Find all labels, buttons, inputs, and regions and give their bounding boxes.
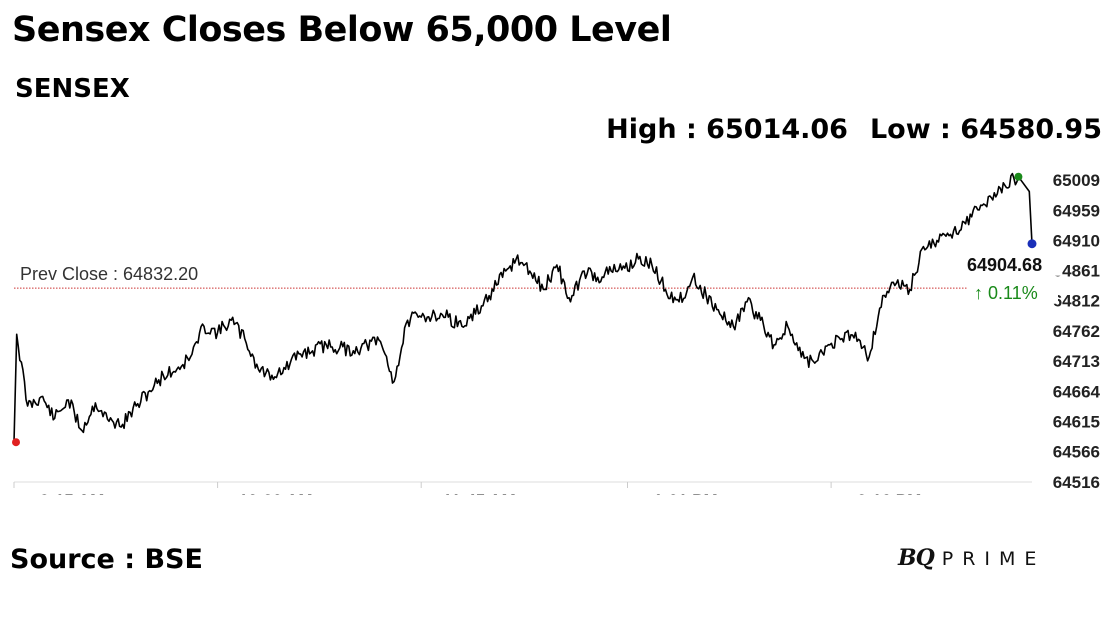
x-tick-label: 1:01 PM	[653, 491, 717, 495]
y-tick-label: 65009	[1053, 171, 1100, 190]
x-tick-label: 9:15 AM	[40, 491, 105, 495]
y-tick-label: 64566	[1053, 442, 1100, 461]
day-low-marker	[12, 438, 20, 447]
x-tick-label: 10:30 AM	[239, 491, 313, 495]
x-tick-label: 11:45 AM	[443, 491, 516, 495]
change-label: ↑ 0.11%	[974, 283, 1038, 303]
y-tick-label: 64910	[1053, 231, 1100, 250]
sensex-price-line	[13, 172, 1033, 443]
high-label: High : 65014.06	[606, 114, 848, 145]
y-tick-label: 64812	[1053, 292, 1100, 311]
last-value-label: 64904.68	[967, 255, 1042, 275]
headline: Sensex Closes Below 65,000 Level	[12, 10, 672, 50]
brand-bq: BQ	[898, 545, 935, 571]
index-name: SENSEX	[15, 74, 130, 104]
source-note: Source : BSE	[10, 544, 203, 575]
y-tick-label: 64516	[1053, 473, 1100, 492]
change-bg	[970, 279, 1058, 304]
high-low-summary: High : 65014.06 Low : 64580.95	[606, 114, 1102, 145]
y-tick-label: 64664	[1053, 382, 1101, 401]
y-tick-label: 64959	[1053, 201, 1100, 220]
prev-close-label: Prev Close : 64832.20	[20, 264, 198, 284]
y-tick-label: 64615	[1053, 412, 1100, 431]
y-tick-label: 64861	[1053, 262, 1100, 281]
y-tick-label: 64713	[1053, 352, 1100, 371]
day-high-marker	[1014, 172, 1023, 181]
y-tick-label: 64762	[1053, 322, 1100, 341]
x-tick-label: 2:16 PM	[857, 491, 921, 495]
low-label: Low : 64580.95	[869, 114, 1102, 145]
last-value-bg	[962, 249, 1062, 276]
brand-prime: PRIME	[941, 548, 1046, 570]
last-value-marker	[1027, 239, 1037, 249]
sensex-intraday-chart: 9:15 AM 10:30 AM 11:45 AM 1:01 PM 2:16 PM 650…	[12, 171, 1101, 495]
brand-logo: BQ PRIME	[898, 545, 1045, 571]
